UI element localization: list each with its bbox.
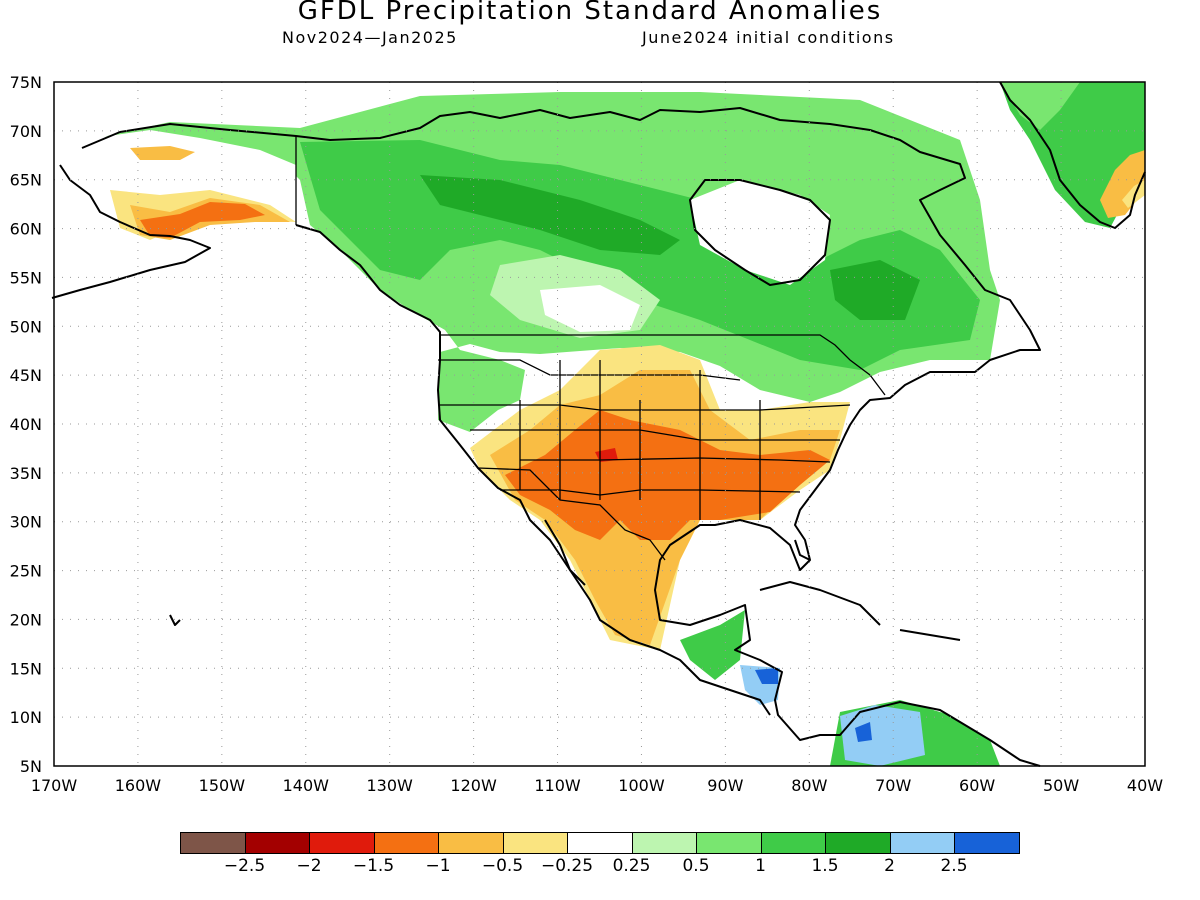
coastline-segment: [689, 179, 831, 286]
lon-tick-label: 60W: [959, 776, 995, 795]
lon-tick-label: 170W: [31, 776, 78, 795]
anomaly-wet-central-america: [680, 610, 745, 680]
coastline-segment: [759, 581, 881, 626]
lon-tick-label: 50W: [1043, 776, 1079, 795]
border-segment: [470, 429, 840, 441]
lat-tick-label: 30N: [10, 513, 42, 532]
lon-tick-label: 140W: [283, 776, 330, 795]
legend-swatch: [502, 832, 568, 854]
longitude-labels: 170W 160W 150W 140W 130W 120W 110W 100W 90W 80W 70…: [31, 776, 1163, 795]
border-segment: [477, 467, 666, 561]
lon-tick-label: 70W: [875, 776, 911, 795]
lon-tick-label: 120W: [450, 776, 497, 795]
lat-tick-label: 25N: [10, 562, 42, 581]
lon-tick-label: 40W: [1127, 776, 1163, 795]
legend-label: 1: [755, 856, 766, 876]
anomaly-dry-strong-us: [505, 410, 830, 540]
lon-tick-label: 150W: [199, 776, 246, 795]
legend-swatch: [954, 832, 1020, 854]
legend-label: −1.5: [352, 856, 395, 876]
lat-tick-label: 50N: [10, 317, 42, 336]
legend-swatch: [309, 832, 375, 854]
map-title: GFDL Precipitation Standard Anomalies: [297, 0, 883, 26]
forecast-period: Nov2024—Jan2025: [282, 28, 458, 47]
coastline-segment: [81, 107, 1041, 767]
legend-label: 0.25: [612, 856, 651, 876]
lat-tick-label: 15N: [10, 659, 42, 678]
lat-tick-label: 65N: [10, 171, 42, 190]
legend-label: 1.5: [811, 856, 839, 876]
anomaly-neutral-prairies: [540, 285, 640, 332]
lat-tick-label: 10N: [10, 708, 42, 727]
anomaly-fields: [70, 82, 1145, 766]
legend-label: −0.25: [540, 856, 594, 876]
lon-tick-label: 90W: [707, 776, 743, 795]
political-borders: [295, 136, 886, 561]
coastline-segment: [999, 81, 1146, 229]
anomaly-dry-alaska-north: [130, 146, 195, 160]
legend-label: −2.5: [223, 856, 266, 876]
lat-tick-label: 5N: [20, 757, 42, 776]
latitude-labels: 75N 70N 65N 60N 55N 50N 45N 40N 35N 30N 25N 20N 15N 1…: [10, 73, 42, 776]
coastlines: [51, 81, 1146, 767]
anomaly-wet-canada-heavy: [420, 175, 680, 255]
legend-swatch: [825, 832, 891, 854]
coastline-segment: [169, 614, 181, 626]
lat-tick-label: 75N: [10, 73, 42, 92]
border-segment: [440, 334, 886, 396]
anomaly-dry-strong-alaska: [140, 202, 265, 238]
legend-swatch: [567, 832, 633, 854]
coastline-segment: [51, 164, 211, 299]
anomaly-verywet-south-america: [855, 722, 872, 742]
legend-swatch: [438, 832, 504, 854]
lat-tick-label: 60N: [10, 220, 42, 239]
lat-tick-label: 20N: [10, 610, 42, 629]
legend-label: 2.5: [940, 856, 968, 876]
lon-tick-label: 130W: [367, 776, 414, 795]
legend-label: −0.5: [481, 856, 524, 876]
coastline-segment: [544, 519, 586, 586]
legend-swatch: [373, 832, 439, 854]
lon-tick-label: 160W: [115, 776, 162, 795]
initial-conditions: June2024 initial conditions: [642, 28, 895, 47]
coastline-segment: [794, 539, 811, 561]
coastline-segment: [295, 224, 771, 716]
lat-tick-label: 40N: [10, 415, 42, 434]
legend-swatch: [631, 832, 697, 854]
legend-label: 2: [884, 856, 895, 876]
legend-label: 0.5: [682, 856, 710, 876]
border-segment: [438, 404, 851, 411]
anomaly-verywet-central-america: [755, 668, 778, 684]
anomaly-dry-strong-us-deep: [595, 448, 618, 462]
legend-label: −2: [296, 856, 322, 876]
legend-swatch: [889, 832, 955, 854]
lon-tick-label: 110W: [534, 776, 581, 795]
legend-swatch: [244, 832, 310, 854]
lat-tick-label: 55N: [10, 268, 42, 287]
legend-swatch: [760, 832, 826, 854]
legend-swatch: [180, 832, 246, 854]
legend-swatch: [696, 832, 762, 854]
legend-label: −1: [425, 856, 451, 876]
lon-tick-label: 80W: [791, 776, 827, 795]
lat-tick-label: 45N: [10, 366, 42, 385]
anomaly-wet-greenland-light: [1000, 82, 1080, 130]
anomaly-wet-quebec-heavy: [830, 260, 920, 320]
anomaly-verywet-light-south-america: [840, 705, 925, 766]
lat-tick-label: 35N: [10, 464, 42, 483]
lat-tick-label: 70N: [10, 122, 42, 141]
lon-tick-label: 100W: [618, 776, 665, 795]
plot-frame: [53, 81, 1146, 767]
coastline-segment: [899, 629, 961, 641]
